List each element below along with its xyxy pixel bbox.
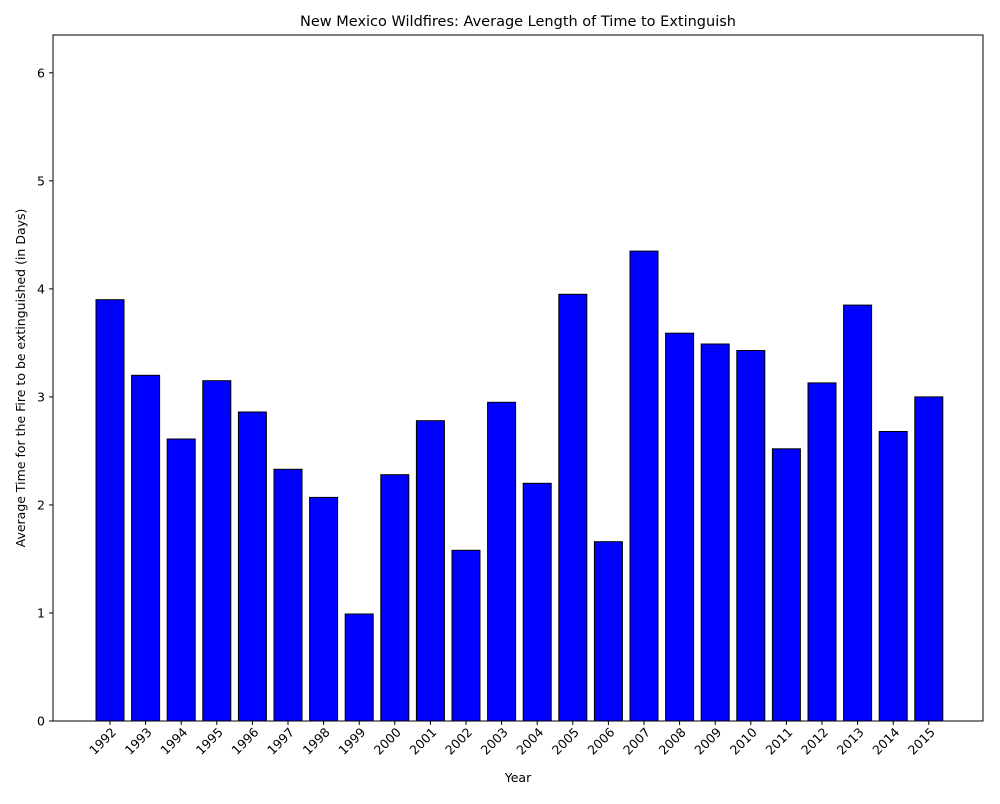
x-tick-label: 2014 [869,724,902,757]
x-tick-label: 2002 [442,725,475,758]
bar-2007 [629,250,659,722]
bar-1999 [344,613,374,722]
x-tick-label: 1992 [86,725,119,758]
x-tick-label: 2008 [656,724,689,757]
bar-2014 [878,431,908,722]
x-tick-label: 1996 [228,724,261,757]
x-tick-label: 2006 [584,724,617,757]
bar-1997 [273,468,303,722]
bar-1996 [237,411,267,722]
chart-title: New Mexico Wildfires: Average Length of … [300,14,736,30]
bar-2011 [771,448,801,722]
x-tick-label: 1995 [193,725,226,758]
bar-1994 [166,438,196,722]
bar-2009 [700,343,730,722]
x-tick-label: 2000 [371,724,404,757]
bar-2003 [487,401,517,722]
x-tick-label: 1999 [335,724,368,757]
plot-frame [52,34,984,722]
x-tick-label: 1993 [122,725,155,758]
x-tick-label: 2010 [727,724,760,757]
bar-2013 [843,304,873,722]
x-tick-label: 2007 [620,725,653,758]
bars-group [95,250,944,722]
y-tick-label: 4 [37,281,45,296]
bar-1998 [309,496,339,722]
bar-2006 [593,541,623,722]
bar-1995 [202,380,232,722]
y-axis-label: Average Time for the Fire to be extingui… [13,209,28,548]
x-tick-label: 2011 [762,725,795,758]
bar-2015 [914,396,944,722]
x-tick-label: 2012 [798,725,831,758]
x-tick-label: 2015 [905,725,938,758]
bar-2002 [451,549,481,722]
x-tick-label: 2004 [513,724,546,757]
x-axis-ticks: 1992 1993 1994 1995 1996 1997 1998 1999 2000 2001… [86,721,938,758]
y-tick-label: 5 [37,173,45,188]
bar-1992 [95,299,125,722]
x-tick-label: 2001 [406,725,439,758]
bar-2005 [558,293,588,722]
x-tick-label: 1998 [300,724,333,757]
bar-2012 [807,382,837,722]
y-tick-label: 2 [37,497,45,512]
bar-2000 [380,474,410,722]
y-tick-label: 6 [37,65,45,80]
y-axis-ticks: 0 1 2 3 4 5 6 [37,65,53,729]
bar-1993 [131,374,161,722]
bar-2001 [415,420,445,722]
y-tick-label: 3 [37,389,45,404]
x-tick-label: 2005 [549,725,582,758]
y-tick-label: 0 [37,714,45,729]
bar-2004 [522,482,552,722]
x-tick-label: 2013 [834,725,867,758]
x-tick-label: 1994 [157,724,190,757]
y-tick-label: 1 [37,605,45,620]
x-tick-label: 2003 [478,725,511,758]
bar-2008 [665,332,695,722]
bar-2010 [736,350,766,722]
x-tick-label: 2009 [691,724,724,757]
x-tick-label: 1997 [264,725,297,758]
x-axis-label: Year [504,770,532,785]
